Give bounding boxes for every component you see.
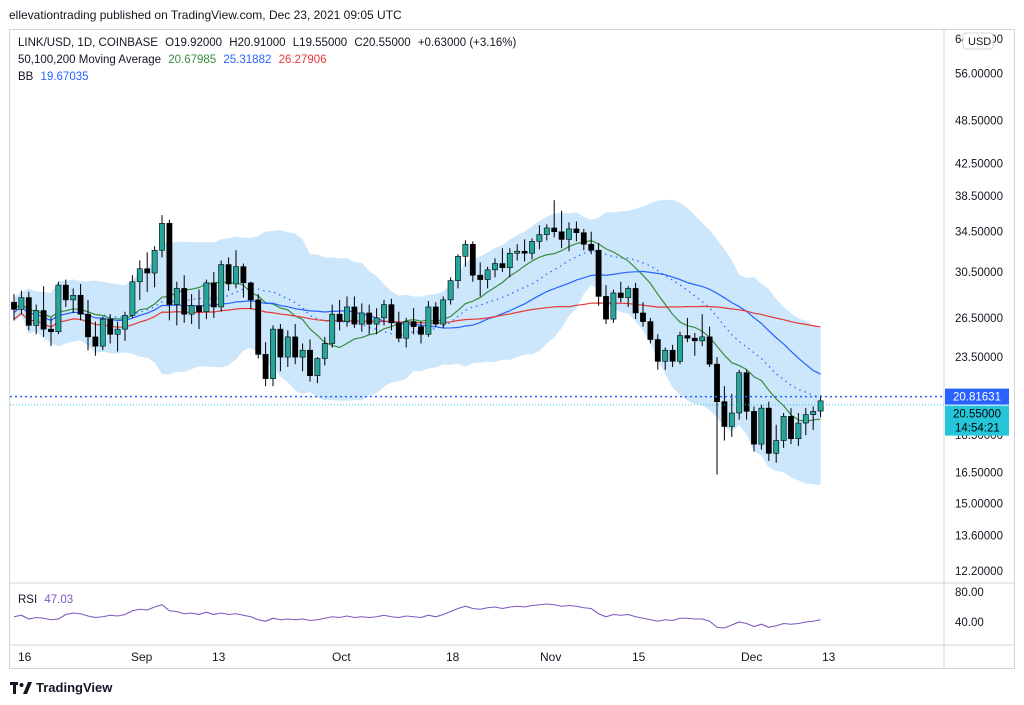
bb-legend[interactable]: BB 19.67035	[18, 71, 93, 83]
rsi-legend[interactable]: RSI 47.03	[18, 594, 77, 606]
symbol-name[interactable]: LINK/USD, 1D, COINBASE	[18, 37, 158, 49]
rsi-value: 47.03	[44, 594, 74, 606]
bb-value: 19.67035	[40, 71, 89, 83]
ohlc-high: H20.91000	[229, 37, 286, 49]
tradingview-footer[interactable]: TradingView	[10, 680, 112, 695]
ohlc-change: +0.63000 (+3.16%)	[417, 37, 517, 49]
ma200-value: 26.27906	[278, 54, 327, 66]
ma100-value: 25.31882	[223, 54, 272, 66]
ma-legend[interactable]: 50,100,200 Moving Average 20.67985 25.31…	[18, 54, 331, 66]
chart-frame[interactable]	[9, 29, 1015, 669]
publisher-header: ellevationtrading published on TradingVi…	[9, 8, 402, 22]
ma-label: 50,100,200 Moving Average	[18, 54, 162, 66]
symbol-legend: LINK/USD, 1D, COINBASE O19.92000 H20.910…	[18, 37, 520, 49]
rsi-label: RSI	[18, 594, 38, 606]
ohlc-close: C20.55000	[354, 37, 411, 49]
tradingview-logo-icon	[10, 681, 32, 694]
ma50-value: 20.67985	[168, 54, 217, 66]
footer-brand: TradingView	[36, 680, 113, 695]
bb-label: BB	[18, 71, 34, 83]
ohlc-low: L19.55000	[292, 37, 348, 49]
ohlc-open: O19.92000	[165, 37, 223, 49]
